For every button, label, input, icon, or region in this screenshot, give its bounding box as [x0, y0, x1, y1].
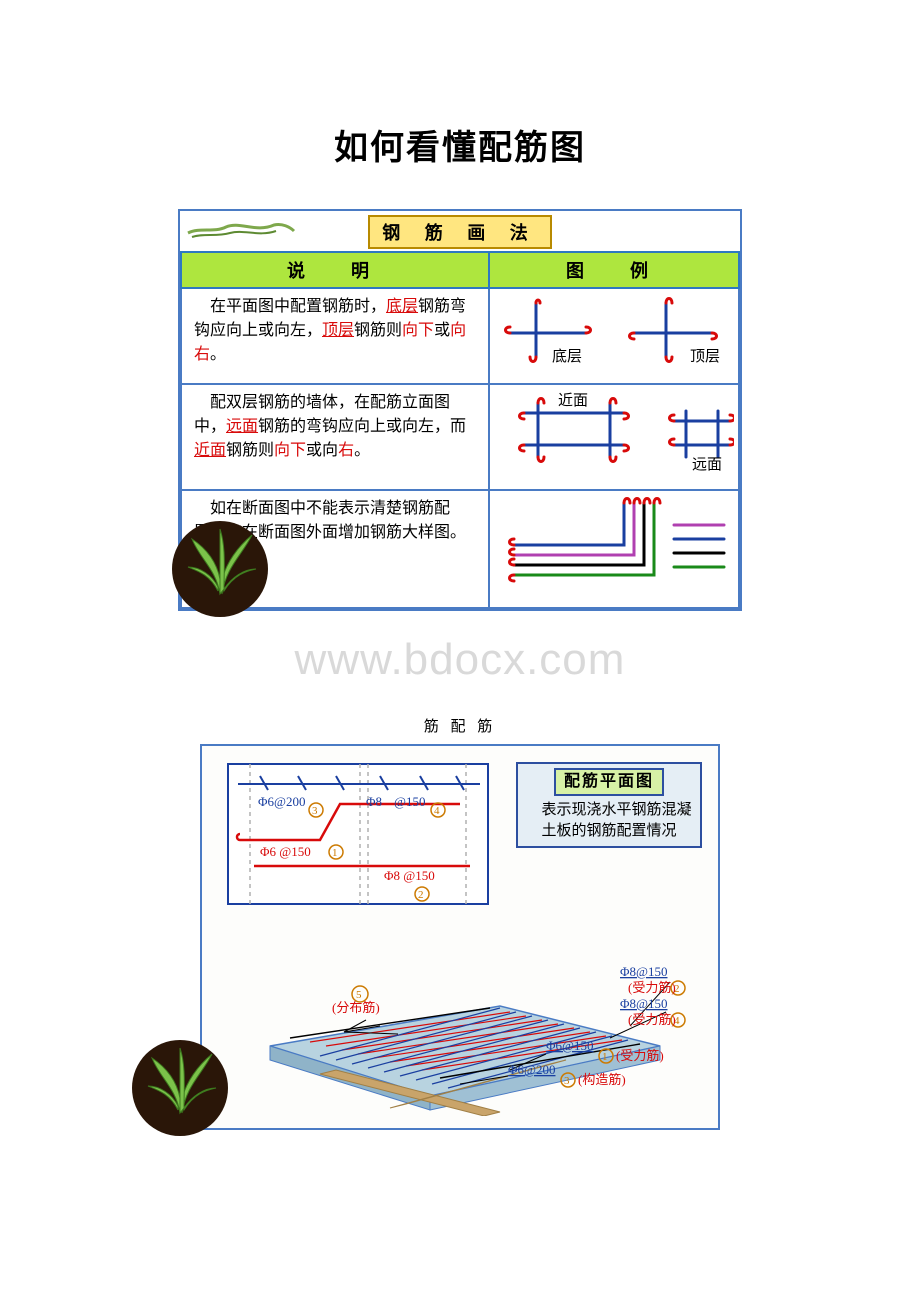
plan-label-1: Φ6@200 [258, 794, 305, 809]
svg-text:1: 1 [602, 1051, 608, 1063]
svg-text:2: 2 [418, 889, 424, 901]
svg-text:1: 1 [332, 847, 338, 859]
brush-decor-icon [186, 213, 296, 243]
iso-label-dist: (分布筋) [332, 1000, 380, 1015]
col-header-desc: 说 明 [181, 252, 489, 288]
row3-diagram [489, 490, 739, 608]
label-far-face: 远面 [692, 456, 722, 473]
svg-text:3: 3 [564, 1075, 570, 1087]
svg-text:4: 4 [434, 805, 440, 817]
label-near-face: 近面 [558, 392, 588, 409]
row1-desc: 在平面图中配置钢筋时，底层钢筋弯钩应向上或向左，顶层钢筋则向下或向右。 [181, 288, 489, 384]
figure-2-rebar-plan: Φ6@200 3 Φ8 @150 4 Φ6 @150 1 Φ8 @150 2 配… [200, 744, 720, 1130]
plan-label-3: @150 [394, 794, 425, 809]
label-top-layer: 顶层 [690, 349, 720, 365]
callout-body: 表示现浇水平钢筋混凝土板的钢筋配置情况 [526, 802, 691, 839]
iso-label-a1: Φ8@150 [620, 964, 667, 979]
iso-label-a2: Φ8@150 [620, 996, 667, 1011]
plan-label-4: Φ6 @150 [260, 844, 311, 859]
plant-decor-icon [170, 499, 290, 619]
iso-label-a3-sub: (受力筋) [616, 1048, 664, 1063]
plan-label-2: Φ8 [366, 794, 382, 809]
plan-label-5: Φ8 @150 [384, 868, 435, 883]
figure-1-badge: 钢 筋 画 法 [368, 215, 552, 249]
label-bottom-layer: 底层 [552, 348, 582, 365]
figure-2-svg: Φ6@200 3 Φ8 @150 4 Φ6 @150 1 Φ8 @150 2 配… [210, 756, 710, 1116]
iso-label-a1-sub: (受力筋) [628, 980, 676, 995]
col-header-legend: 图 例 [489, 252, 739, 288]
iso-label-a3: Φ6@150 [546, 1038, 593, 1053]
figure-2-caption: 筋 配 筋 [100, 715, 820, 736]
figure-1-rebar-drawing-method: 钢 筋 画 法 说 明 图 例 在平面图中配置钢筋时，底层钢筋弯钩应向上或向左，… [178, 209, 742, 611]
page-title: 如何看懂配筋图 [100, 120, 820, 169]
svg-text:3: 3 [312, 805, 318, 817]
plant-decor-2-icon [130, 1018, 250, 1138]
callout-box: 配筋平面图 表示现浇水平钢筋混凝土板的钢筋配置情况 [516, 762, 702, 848]
watermark-text: www.bdocx.com [100, 635, 820, 685]
callout-title: 配筋平面图 [554, 768, 664, 796]
iso-label-a4-sub: (构造筋) [578, 1072, 626, 1087]
figure-1-header: 钢 筋 画 法 [180, 211, 740, 251]
row1-diagram: 底层 顶层 [489, 288, 739, 384]
row2-diagram: 近面 [489, 384, 739, 490]
iso-label-a2-sub: (受力筋) [628, 1012, 676, 1027]
row2-desc: 配双层钢筋的墙体，在配筋立面图中，远面钢筋的弯钩应向上或向左，而近面钢筋则向下或… [181, 384, 489, 490]
iso-label-a4: Φ6@200 [508, 1062, 555, 1077]
